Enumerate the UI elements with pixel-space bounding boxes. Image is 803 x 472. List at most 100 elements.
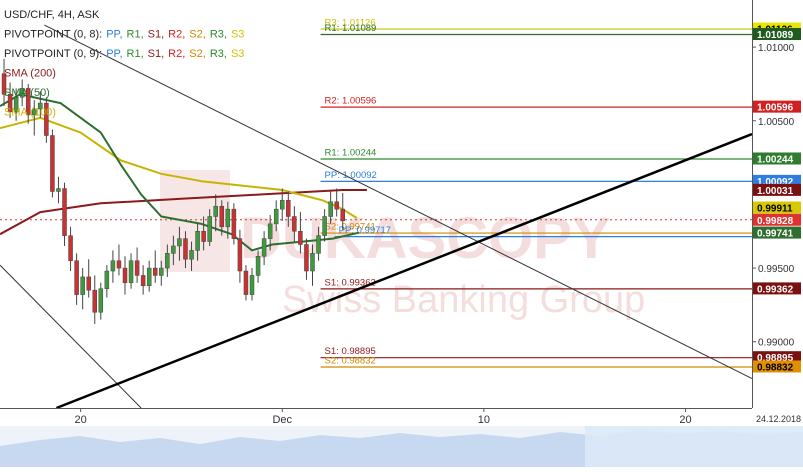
pivot-level-label: PP: 1.00092 bbox=[325, 170, 377, 181]
candle-body-bullish bbox=[207, 216, 212, 242]
descending-channel-upper-line[interactable] bbox=[44, 24, 753, 379]
candle bbox=[62, 182, 67, 246]
price-badge-label: 0.98895 bbox=[757, 353, 794, 364]
candle bbox=[104, 265, 110, 298]
candle-body-bullish bbox=[310, 253, 315, 272]
price-badge: 0.99828 bbox=[753, 213, 801, 227]
candle bbox=[25, 83, 31, 124]
candle bbox=[213, 194, 218, 232]
candle-body-bearish bbox=[116, 260, 122, 269]
y-tick-label: 1.00500 bbox=[758, 117, 795, 128]
price-badge-bg bbox=[753, 282, 801, 295]
candle bbox=[68, 226, 73, 272]
price-badge: 0.99362 bbox=[753, 282, 801, 295]
candle-body-bullish bbox=[98, 288, 104, 313]
candle bbox=[292, 206, 297, 242]
legend-entry-name: PIVOTPOINT (0, 8): bbox=[4, 29, 102, 41]
candle-body-bullish bbox=[19, 88, 25, 98]
price-badge: 0.99911 bbox=[753, 201, 801, 215]
candle bbox=[44, 97, 49, 143]
candle bbox=[140, 265, 146, 295]
candle-body-bullish bbox=[56, 188, 61, 192]
legend-item: R1, bbox=[127, 29, 144, 41]
candle bbox=[56, 176, 61, 204]
candle bbox=[328, 191, 333, 224]
candle bbox=[261, 231, 267, 266]
candle bbox=[128, 253, 134, 289]
candle-body-bullish bbox=[32, 108, 37, 116]
legend-item: S3 bbox=[231, 29, 244, 41]
candle bbox=[110, 250, 116, 283]
candle bbox=[322, 209, 327, 242]
candle bbox=[146, 260, 152, 292]
candle-body-bearish bbox=[122, 267, 128, 284]
y-tick-label: 1.01000 bbox=[758, 43, 795, 54]
candle-body-bearish bbox=[25, 88, 31, 116]
candle-body-bearish bbox=[340, 208, 345, 222]
candle-body-bullish bbox=[255, 256, 261, 276]
candle-body-bullish bbox=[13, 96, 19, 113]
candle-body-bearish bbox=[44, 102, 49, 136]
sma-line bbox=[0, 189, 367, 236]
candle bbox=[267, 215, 273, 251]
legend: USD/CHF, 4H, ASK PIVOTPOINT (0, 8): PP, R1,… bbox=[4, 9, 244, 119]
sma-line bbox=[0, 93, 360, 252]
candle bbox=[92, 275, 98, 325]
candle-body-bullish bbox=[213, 205, 218, 217]
price-badge-bg bbox=[753, 226, 801, 239]
legend-item: R3, bbox=[210, 48, 227, 60]
price-badge-bg bbox=[753, 152, 801, 165]
candle-body-bullish bbox=[316, 235, 321, 254]
price-badge-label: 1.00596 bbox=[757, 103, 794, 114]
price-badge-bg bbox=[753, 100, 801, 113]
navigator-selection[interactable] bbox=[585, 426, 803, 467]
price-badge-label: 0.99362 bbox=[757, 284, 794, 295]
candle-body-bearish bbox=[92, 289, 98, 313]
legend-item: R2, bbox=[168, 48, 185, 60]
pivot-level-label: S2: 0.98832 bbox=[325, 355, 376, 366]
candle-body-bullish bbox=[249, 275, 255, 295]
price-badge-label: 0.98832 bbox=[757, 362, 794, 373]
candle-body-bullish bbox=[165, 253, 170, 269]
candle bbox=[273, 200, 279, 232]
pivot-level-label: S1: 0.99362 bbox=[325, 277, 376, 288]
candle-body-bullish bbox=[261, 238, 267, 257]
candle bbox=[249, 268, 255, 301]
candle bbox=[207, 209, 212, 246]
legend-entry-name: SMA (100) bbox=[4, 107, 56, 119]
price-badge-bg bbox=[753, 28, 801, 41]
candle bbox=[1, 58, 7, 107]
x-end-date: 24.12.2018 bbox=[756, 414, 801, 424]
candle bbox=[50, 129, 55, 198]
candle-body-bullish bbox=[80, 276, 85, 295]
candle bbox=[134, 247, 140, 283]
candle-body-bearish bbox=[286, 200, 291, 217]
candle-body-bearish bbox=[334, 201, 339, 210]
candle-body-bearish bbox=[231, 208, 237, 239]
legend-entry-name: SMA (50) bbox=[4, 87, 50, 99]
candle-body-bullish bbox=[159, 267, 164, 276]
x-tick-label: 10 bbox=[478, 414, 490, 426]
price-badge-bg bbox=[753, 213, 801, 226]
pivot-level-label: S2: 0.99741 bbox=[325, 222, 376, 233]
x-axis: 20 Dec 10 20 24.12.2018 bbox=[75, 408, 801, 426]
candle-body-bearish bbox=[219, 205, 225, 228]
candle bbox=[152, 250, 158, 283]
price-badge-label: 0.99911 bbox=[757, 204, 793, 215]
pivot-level-label: R1: 1.01089 bbox=[325, 23, 377, 34]
ascending-support-line[interactable] bbox=[55, 132, 753, 410]
legend-entry: PIVOTPOINT (0, 8): PP, R1, S1, R2, S2, R3, S3 bbox=[4, 29, 244, 41]
price-badge-label: 1.00244 bbox=[757, 154, 794, 165]
price-badge-bg bbox=[753, 183, 801, 196]
price-badge: 1.00031 bbox=[753, 183, 801, 197]
candle-body-bearish bbox=[183, 238, 188, 260]
candle-body-bearish bbox=[298, 230, 303, 245]
candle bbox=[225, 201, 231, 239]
candle-body-bullish bbox=[322, 216, 327, 236]
price-badge: 1.00596 bbox=[753, 100, 801, 114]
candle bbox=[189, 241, 194, 272]
candle-body-bearish bbox=[62, 188, 67, 236]
legend-item: R3, bbox=[210, 29, 227, 41]
pivot-level-label: S1: 0.98895 bbox=[325, 346, 376, 357]
